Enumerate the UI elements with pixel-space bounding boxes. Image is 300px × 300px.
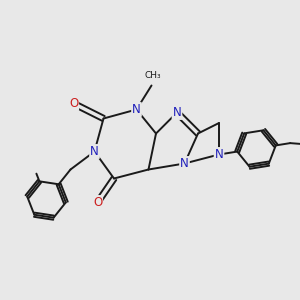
- Text: N: N: [180, 157, 189, 170]
- Text: N: N: [90, 145, 99, 158]
- Text: CH₃: CH₃: [145, 71, 161, 80]
- Text: O: O: [93, 196, 102, 209]
- Text: N: N: [214, 148, 224, 161]
- Text: N: N: [172, 106, 182, 119]
- Text: O: O: [69, 97, 78, 110]
- Text: N: N: [132, 103, 141, 116]
